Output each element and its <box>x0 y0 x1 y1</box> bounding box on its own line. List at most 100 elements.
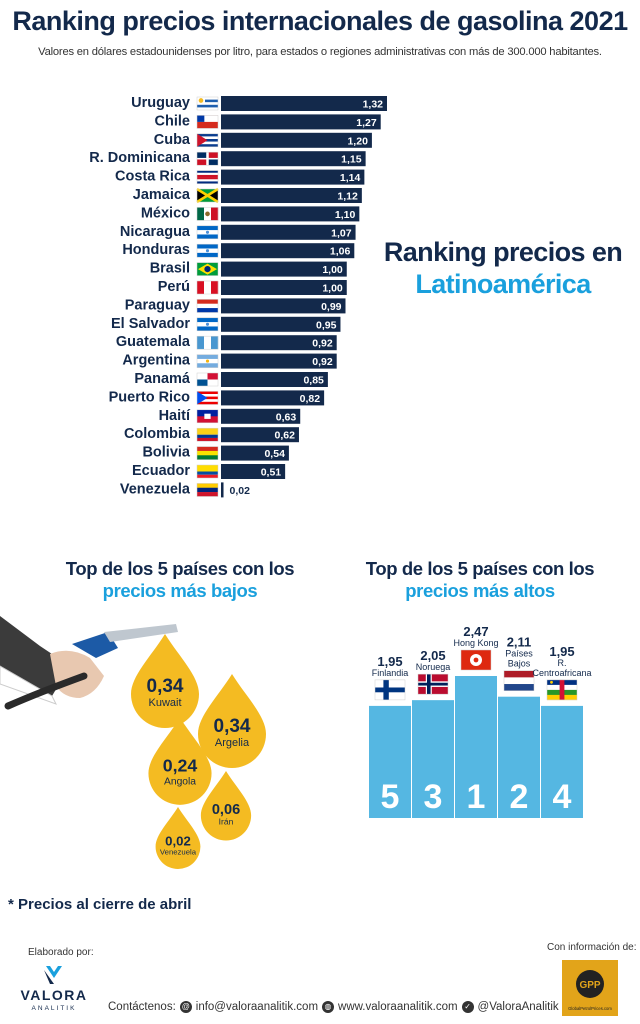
country-label: Brasil <box>150 261 190 277</box>
contact-website-link[interactable]: www.valoraanalitik.com <box>338 1001 458 1013</box>
podium-country-label: Centroafricana <box>532 668 591 678</box>
valora-analitik-logo: VALORA ANALITIK <box>20 966 87 1012</box>
contact-bar: Contáctenos: @ info@valoraanalitik.com ◍… <box>108 1001 559 1013</box>
price-value-label: 0,62 <box>275 430 296 442</box>
podium-rank-label: 3 <box>424 778 443 816</box>
country-label: Chile <box>155 113 190 129</box>
price-bar <box>221 151 366 167</box>
price-bar <box>221 316 341 332</box>
honduras-flag <box>196 243 219 258</box>
nicaragua-flag <box>196 225 219 240</box>
price-bar <box>221 464 286 479</box>
gpp-logo-letters: GPP <box>579 980 600 991</box>
price-value-label: 0,51 <box>261 467 282 479</box>
podium-value-label: 1,95 <box>549 644 574 659</box>
podium-country-label: Noruega <box>416 662 451 672</box>
country-label: México <box>141 205 190 221</box>
country-label: Panamá <box>134 371 191 387</box>
country-label: Paraguay <box>125 297 190 313</box>
central-african-flag <box>546 679 578 701</box>
price-value-label: 1,06 <box>330 246 351 258</box>
podium-country-label: R. <box>558 658 567 668</box>
valora-brand-subtext: ANALITIK <box>32 1005 77 1012</box>
brazil-flag <box>196 262 219 276</box>
country-label: Uruguay <box>131 95 190 111</box>
price-value-label: 0,99 <box>321 301 342 313</box>
country-label: Puerto Rico <box>109 389 191 405</box>
fuel-drop <box>200 771 252 841</box>
costa-rica-flag <box>196 170 219 184</box>
price-value-label: 1,14 <box>340 172 361 184</box>
globalpetrolprices-logo: GPP GlobalPetrolPrices.com <box>562 960 618 1016</box>
contact-email-link[interactable]: info@valoraanalitik.com <box>195 1001 319 1013</box>
fuel-drop <box>131 634 199 729</box>
latam-heading-line2: Latinoamérica <box>415 269 591 299</box>
ecuador-flag <box>196 464 219 479</box>
price-value-label: 1,15 <box>341 154 362 166</box>
drop-country-label: Argelia <box>215 737 250 749</box>
podium-bar <box>412 700 454 818</box>
country-label: Nicaragua <box>120 224 191 240</box>
drop-country-label: Angola <box>164 776 196 787</box>
jamaica-flag <box>196 187 219 204</box>
contact-twitter-link[interactable]: @ValoraAnalitik <box>477 1001 559 1013</box>
price-value-label: 0,02 <box>230 485 251 497</box>
price-value-label: 1,20 <box>347 135 368 147</box>
latam-heading-line1: Ranking precios en <box>383 237 623 267</box>
price-value-label: 0,95 <box>316 319 337 331</box>
dominican-flag <box>196 151 219 166</box>
twitter-icon: ✓ <box>461 1001 474 1013</box>
country-label: Ecuador <box>132 463 190 479</box>
podium-rank-label: 4 <box>553 778 572 816</box>
footnote: * Precios al cierre de abril <box>8 896 192 913</box>
valora-brand-text: VALORA <box>20 987 87 1003</box>
price-bar <box>221 298 346 314</box>
podium-country-label: Finlandia <box>372 668 409 678</box>
lowest-prices-chart: 0,34Kuwait0,34Argelia0,24Angola0,06Irán0… <box>0 616 266 870</box>
price-bar <box>221 114 381 130</box>
price-value-label: 1,27 <box>356 117 377 129</box>
venezuela-flag <box>196 483 219 497</box>
fuel-drop <box>155 807 201 870</box>
gpp-logo-text: GlobalPetrolPrices.com <box>568 1006 612 1011</box>
bolivia-flag <box>196 446 219 460</box>
country-label: Haití <box>159 408 191 424</box>
price-bar <box>221 335 337 351</box>
price-bar <box>221 372 328 387</box>
fuel-pump-hand-illustration <box>0 616 178 710</box>
price-bar <box>221 224 356 240</box>
highest-heading-line1: Top de los 5 países con los <box>365 558 595 579</box>
drop-country-label: Venezuela <box>160 848 197 857</box>
price-bar <box>221 243 355 259</box>
argentina-flag <box>196 354 219 368</box>
drop-value-label: 0,06 <box>212 802 240 818</box>
podium-rank-label: 2 <box>510 778 529 816</box>
latam-ranking-heading: Ranking precios en Latinoamérica <box>383 236 623 300</box>
price-bar <box>221 169 365 185</box>
paraguay-flag <box>196 299 219 313</box>
mexico-flag <box>196 207 219 221</box>
podium-value-label: 2,47 <box>463 624 488 639</box>
guatemala-flag <box>196 335 219 350</box>
norway-flag <box>417 673 449 695</box>
price-bar <box>221 96 387 111</box>
country-label: Perú <box>158 279 190 295</box>
price-bar <box>221 206 360 222</box>
country-label: Costa Rica <box>115 169 191 185</box>
podium-country-label: Países <box>505 649 533 659</box>
drop-value-label: 0,02 <box>165 833 191 848</box>
price-bar <box>221 353 337 369</box>
uruguay-flag <box>196 96 219 111</box>
haiti-flag <box>196 409 219 424</box>
el-salvador-flag <box>196 317 219 332</box>
country-label: Colombia <box>124 426 191 442</box>
drop-value-label: 0,34 <box>214 716 251 737</box>
finland-flag <box>374 679 406 701</box>
drop-value-label: 0,34 <box>147 676 184 697</box>
podium-bar <box>369 705 411 818</box>
price-value-label: 0,54 <box>264 448 285 460</box>
price-value-label: 1,32 <box>363 99 384 111</box>
price-value-label: 1,12 <box>337 191 358 203</box>
info-source-label: Con información de: <box>547 942 637 953</box>
